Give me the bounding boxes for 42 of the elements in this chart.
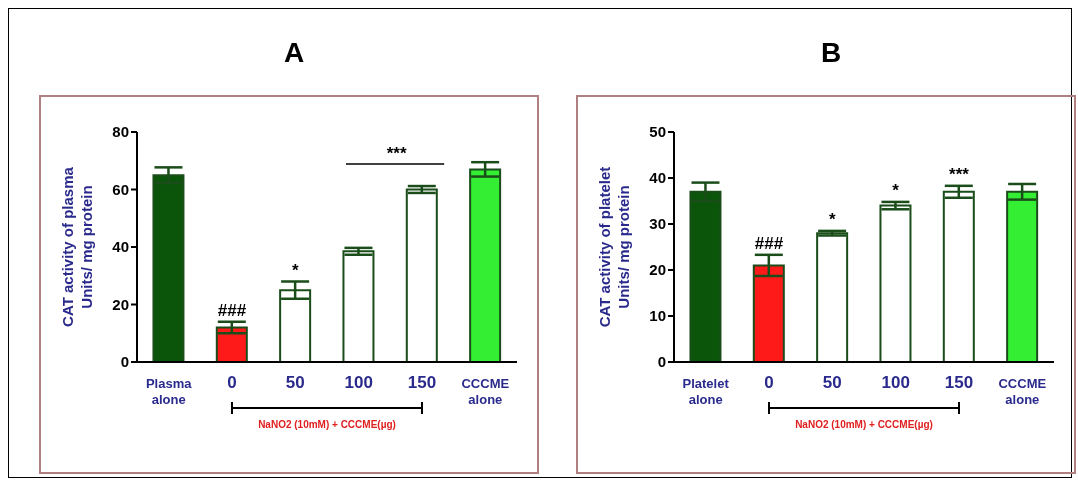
y-axis-title: CAT activity of plasma Units/ mg protein [59, 166, 95, 327]
annotation: * [292, 260, 300, 280]
annotation: *** [386, 144, 407, 164]
bar [215, 326, 248, 362]
x-tick-label: 50 [285, 373, 305, 392]
chart-title: B [819, 37, 843, 70]
x-tick-label: 0 [764, 373, 774, 392]
bar [942, 190, 975, 362]
y-tick-label: 0 [657, 353, 666, 371]
x-tick-label: Platelet alone [682, 376, 730, 407]
y-tick-label: 40 [112, 238, 129, 256]
x-tick-label: CCCME alone [998, 376, 1047, 407]
x-tick-label: 150 [407, 373, 437, 392]
y-tick-label: 40 [649, 169, 666, 187]
text: NaNO2 (10mM) + CCCME(µg) [795, 419, 933, 430]
x-tick-label: CCCME alone [461, 376, 510, 407]
y-tick-label: 0 [120, 353, 129, 371]
y-tick-label: 80 [112, 123, 129, 141]
annotation: ### [217, 300, 247, 320]
annotation: * [829, 209, 837, 229]
x-tick-label: 100 [344, 373, 373, 392]
bar [879, 204, 912, 362]
y-tick-label: 10 [649, 307, 666, 325]
bar [816, 232, 849, 362]
x-tick-label: 50 [822, 373, 842, 392]
y-tick-label: 60 [112, 180, 129, 198]
y-tick-label: 20 [112, 295, 129, 313]
annotation: ### [754, 233, 784, 253]
y-axis-title: CAT activity of platelet Units/ mg protein [596, 166, 632, 328]
text: NaNO2 (10mM) + CCCME(µg) [258, 419, 396, 430]
x-tick-label: 150 [944, 373, 974, 392]
x-tick-label: 100 [881, 373, 910, 392]
annotation: * [892, 180, 900, 200]
x-tick-label: Plasma alone [145, 376, 193, 407]
bar [405, 188, 438, 362]
x-tick-label: 0 [227, 373, 237, 392]
y-tick-label: 50 [649, 123, 666, 141]
chart-title: A [282, 37, 306, 70]
y-tick-label: 20 [649, 261, 666, 279]
y-tick-label: 30 [649, 215, 666, 233]
bar [342, 250, 375, 362]
annotation: *** [949, 164, 970, 184]
